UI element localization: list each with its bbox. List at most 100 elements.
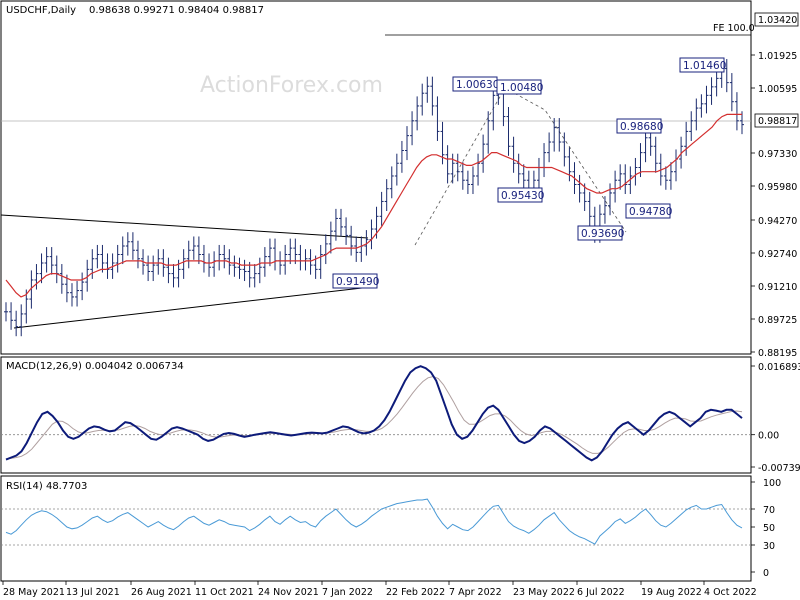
lower-trendline (13, 287, 363, 329)
price-bar (64, 274, 69, 303)
price-bar (166, 257, 171, 284)
macd-tick-label: 0.00 (758, 431, 779, 442)
price-panel: ActionForex.com USDCHF,Daily 0.98638 0.9… (0, 0, 799, 359)
price-bar (308, 249, 313, 275)
rsi-title: RSI(14) 48.7703 (6, 481, 87, 492)
macd-title: MACD(12,26,9) 0.004042 0.006734 (6, 361, 184, 372)
rsi-tick-label: 70 (763, 505, 775, 516)
svg-text:1.01460: 1.01460 (683, 60, 726, 72)
rsi-line (5, 498, 743, 545)
date-tick-label: 7 Jan 2022 (322, 587, 373, 598)
price-bar (49, 247, 54, 275)
price-bar (105, 253, 110, 279)
price-bar (521, 164, 526, 190)
price-bar (75, 281, 80, 307)
price-bar (511, 136, 516, 173)
price-bar (293, 238, 298, 265)
price-bar (486, 111, 491, 154)
price-bar (684, 121, 689, 156)
date-tick-label: 4 Oct 2022 (704, 587, 757, 598)
price-bar (643, 128, 648, 163)
price-tick-label: 0.91210 (758, 282, 797, 293)
fe-axis-tag-text: 1.03420 (758, 15, 797, 26)
price-bar (628, 166, 633, 195)
price-bar (724, 59, 729, 93)
price-bar (379, 191, 384, 226)
price-bar (39, 253, 44, 284)
price-bar (257, 257, 262, 284)
date-tick-label: 23 May 2022 (513, 587, 575, 598)
zigzag-projection (414, 87, 627, 246)
price-bar (130, 232, 135, 260)
date-tick-label: 28 May 2021 (3, 587, 65, 598)
price-bar (156, 249, 161, 275)
price-bar (69, 283, 74, 307)
price-bar (618, 164, 623, 190)
price-bar (668, 162, 673, 190)
date-tick-label: 24 Nov 2021 (258, 587, 319, 598)
fe-label: FE 100.0 (713, 23, 755, 34)
price-bar (100, 244, 105, 273)
price-tick-label: 1.01925 (758, 51, 797, 62)
date-tick-label: 26 Aug 2021 (131, 587, 192, 598)
price-bar (151, 255, 156, 282)
price-bar (339, 208, 344, 237)
price-bar (734, 92, 739, 131)
date-x-axis: 28 May 2021 13 Jul 2021 26 Aug 2021 11 Oct … (2, 581, 757, 598)
price-bar (364, 230, 369, 256)
price-bar (90, 249, 95, 279)
svg-text:0.98680: 0.98680 (620, 121, 663, 133)
price-bar (460, 162, 465, 190)
price-bar (663, 166, 668, 190)
price-bar (252, 264, 257, 288)
price-annotation: 0.98680 (616, 118, 663, 134)
price-bar (333, 208, 338, 241)
price-bar (349, 225, 354, 256)
price-annotation: 1.00630 (452, 76, 499, 92)
macd-tick-label: 0.016893 (758, 362, 800, 373)
price-bar (455, 153, 460, 182)
price-bar (80, 272, 85, 301)
price-bar (491, 85, 496, 131)
rsi-y-axis: 100 70 50 30 0 (751, 478, 781, 579)
price-tick-label: 0.95980 (758, 182, 797, 193)
price-bar (354, 236, 359, 262)
upper-trendline (0, 214, 369, 239)
price-bar (613, 170, 618, 203)
date-tick-label: 19 Aug 2022 (641, 587, 702, 598)
svg-text:0.94780: 0.94780 (629, 206, 672, 218)
price-bar (161, 249, 166, 277)
macd-tick-label: -0.007393 (758, 463, 800, 474)
current-price-tag-text: 0.98817 (758, 116, 797, 127)
price-bar (445, 145, 450, 184)
date-tick-label: 6 Jul 2022 (577, 587, 625, 598)
price-annotation: 0.93690 (577, 225, 624, 241)
macd-y-axis: 0.016893 0.00 -0.007393 (751, 362, 800, 474)
symbol-title: USDCHF,Daily (6, 5, 76, 16)
svg-text:1.00480: 1.00480 (500, 82, 543, 94)
price-bar (430, 76, 435, 116)
date-tick-label: 7 Apr 2022 (449, 587, 502, 598)
price-bar (587, 191, 592, 226)
price-bar (125, 232, 130, 256)
price-bar (115, 244, 120, 273)
price-bar (476, 153, 481, 186)
price-bar (699, 94, 704, 118)
date-tick-label: 13 Jul 2021 (66, 587, 120, 598)
price-bar (404, 126, 409, 161)
price-bar (328, 221, 333, 254)
price-bar (283, 244, 288, 275)
price-bar (709, 77, 714, 105)
price-bar (689, 111, 694, 141)
price-bar (191, 236, 196, 260)
price-annotation: 1.01460 (679, 57, 726, 73)
price-bar (288, 238, 293, 265)
price-bar (344, 217, 349, 245)
price-bar (267, 238, 272, 267)
price-bar (44, 247, 49, 273)
price-tick-label: 0.92740 (758, 249, 797, 260)
price-bar (95, 244, 100, 269)
moving-average-line (5, 113, 742, 298)
price-bar (4, 302, 8, 322)
